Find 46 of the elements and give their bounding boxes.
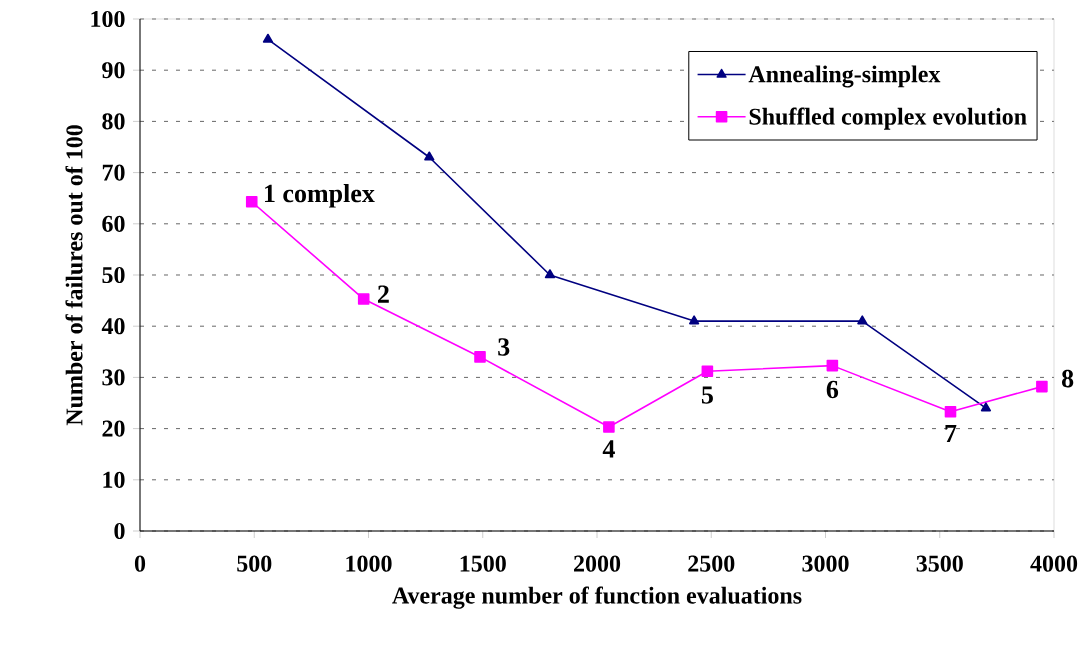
x-tick-label: 3000 xyxy=(802,555,849,572)
point xyxy=(701,365,714,378)
y-tick-label: 40 xyxy=(101,318,125,335)
point xyxy=(424,151,435,161)
legend-label: Annealing-simplex xyxy=(748,65,941,88)
x-tick-label: 2500 xyxy=(688,555,735,572)
y-tick-label: 70 xyxy=(102,164,125,181)
annotation: 7 xyxy=(945,424,957,442)
point xyxy=(688,315,700,325)
y-tick-label: 30 xyxy=(102,369,125,386)
annotation: 3 xyxy=(498,338,510,356)
point xyxy=(1036,380,1048,393)
annotation: 2 xyxy=(378,285,389,303)
annotation: 6 xyxy=(826,380,839,399)
x-tick-label: 1000 xyxy=(346,555,392,572)
x-axis-title: Average number of function evaluations xyxy=(392,586,802,609)
annotation: 8 xyxy=(1061,369,1074,388)
point xyxy=(245,195,258,208)
point xyxy=(474,351,486,363)
annotation: 5 xyxy=(701,386,713,404)
legend-label: Shuffled complex evolution xyxy=(749,107,1027,130)
point xyxy=(944,405,957,418)
x-tick-label: 2000 xyxy=(574,555,621,572)
y-tick-label: 100 xyxy=(91,10,125,28)
y-tick-label: 0 xyxy=(114,522,125,540)
x-tick-label: 4000 xyxy=(1030,555,1078,572)
point xyxy=(544,269,556,279)
point xyxy=(357,293,370,305)
y-tick-label: 60 xyxy=(102,215,125,232)
point xyxy=(262,33,274,43)
point xyxy=(826,359,839,372)
y-tick-label: 10 xyxy=(103,471,125,488)
y-tick-label: 80 xyxy=(102,113,125,130)
point xyxy=(857,315,868,325)
point xyxy=(980,402,992,412)
annotation: 4 xyxy=(602,440,615,458)
x-tick-label: 0 xyxy=(134,555,146,572)
annotation: 1 complex xyxy=(265,183,375,208)
point xyxy=(603,421,615,433)
y-axis-title: Number of failures out of 100 xyxy=(65,125,83,426)
y-tick-label: 20 xyxy=(102,420,125,437)
x-tick-label: 1500 xyxy=(460,555,506,572)
x-tick-label: 3500 xyxy=(916,555,963,572)
x-tick-label: 500 xyxy=(237,555,272,572)
y-tick-label: 50 xyxy=(102,266,125,284)
y-tick-label: 90 xyxy=(102,62,125,79)
